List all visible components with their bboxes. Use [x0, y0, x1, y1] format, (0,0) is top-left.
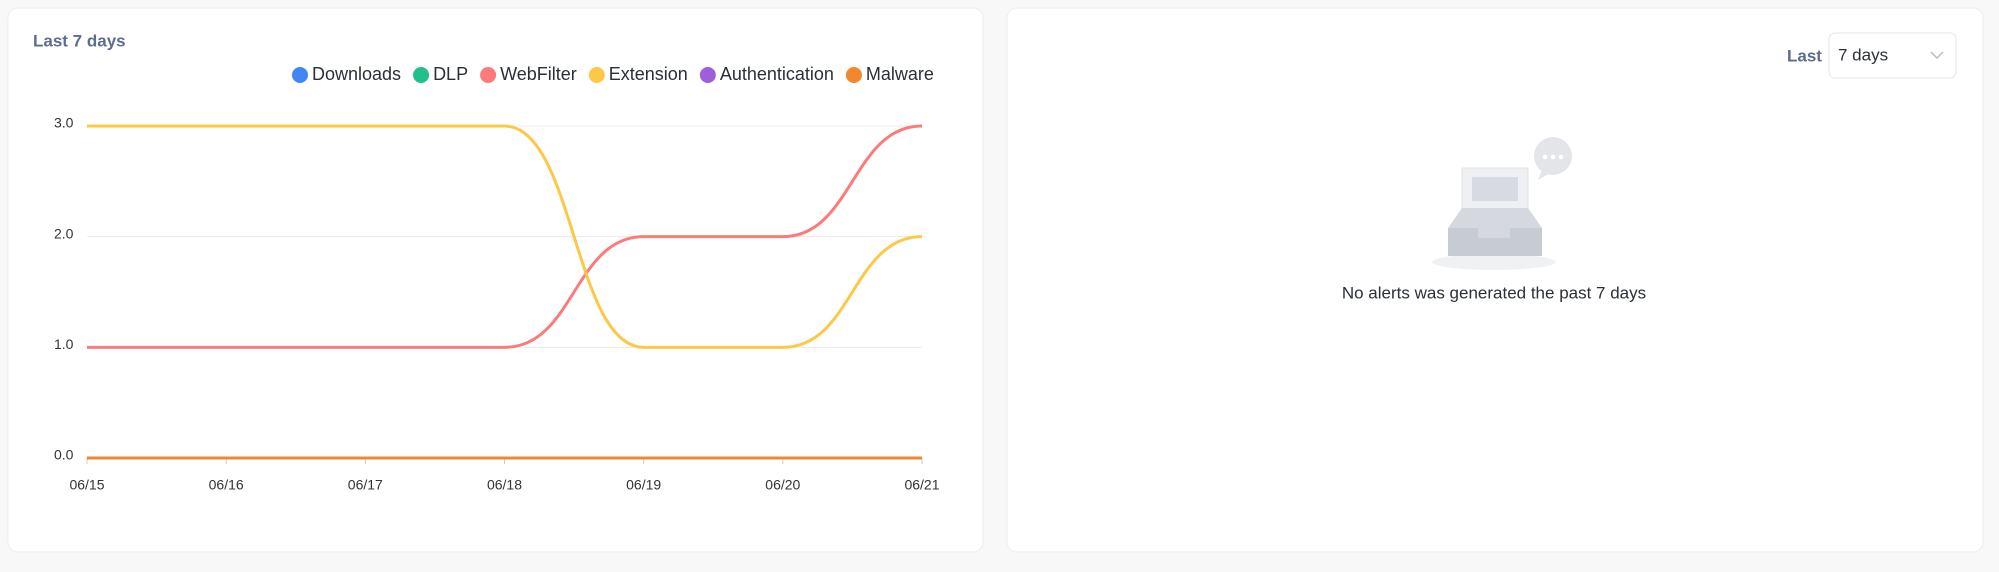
- y-tick-label: 3.0: [54, 115, 74, 131]
- legend-swatch: [699, 67, 716, 83]
- chart-card: [7, 7, 984, 553]
- series-line: [86, 124, 923, 349]
- y-tick-label: 1.0: [54, 336, 74, 352]
- legend-label: Malware: [866, 64, 934, 84]
- legend-label: Authentication: [720, 64, 834, 84]
- legend-label: DLP: [433, 64, 468, 84]
- y-tick-label: 0.0: [54, 447, 74, 463]
- legend-label: Downloads: [312, 64, 401, 84]
- legend-swatch: [292, 67, 308, 83]
- empty-message: No alerts was generated the past 7 days: [1342, 283, 1646, 302]
- legend-swatch: [845, 67, 862, 83]
- legend-swatch: [480, 67, 497, 83]
- legend-swatch: [413, 67, 430, 83]
- x-tick-label: 06/17: [348, 477, 383, 493]
- period-select[interactable]: [1828, 32, 1957, 79]
- x-tick-label: 06/20: [765, 477, 800, 493]
- legend-swatch: [588, 67, 605, 83]
- empty-icon: [1432, 137, 1572, 270]
- x-tick-label: 06/16: [209, 477, 244, 493]
- filter-label: Last: [1787, 46, 1822, 65]
- legend-label: WebFilter: [500, 64, 577, 84]
- dropdown-caret: [1930, 51, 1944, 60]
- alerts-card: [1006, 7, 1984, 553]
- x-tick-label: 06/15: [69, 477, 104, 493]
- x-tick-label: 06/19: [626, 477, 661, 493]
- series-line: [87, 124, 923, 349]
- x-tick-label: 06/21: [904, 477, 939, 493]
- y-tick-label: 2.0: [54, 225, 74, 241]
- chart-title: Last 7 days: [33, 31, 126, 50]
- x-tick-label: 06/18: [487, 477, 522, 493]
- legend-label: Extension: [609, 64, 688, 84]
- period-value[interactable]: 7 days: [1838, 45, 1888, 64]
